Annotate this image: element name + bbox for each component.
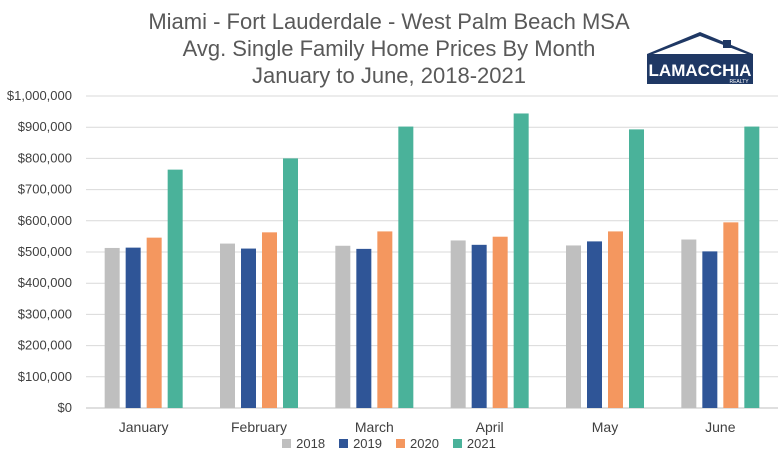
y-tick-label: $700,000 bbox=[18, 182, 72, 197]
bar-2018-march bbox=[335, 245, 351, 408]
bar-2018-april bbox=[450, 240, 466, 408]
legend-swatch bbox=[396, 439, 405, 448]
legend-label: 2019 bbox=[353, 436, 382, 451]
bar-2020-june bbox=[723, 222, 739, 408]
bar-2018-june bbox=[681, 239, 697, 408]
bar-2021-february bbox=[283, 158, 298, 408]
legend-swatch bbox=[452, 439, 462, 448]
bar-2020-april bbox=[492, 236, 508, 408]
bar-2020-march bbox=[377, 231, 393, 408]
bar-2020-january bbox=[146, 237, 162, 408]
y-tick-label: $400,000 bbox=[18, 275, 72, 290]
lamacchia-realty-logo: LAMACCHIA REALTY bbox=[647, 32, 753, 85]
x-tick-label: February bbox=[231, 419, 287, 435]
bar-2021-march bbox=[398, 126, 414, 409]
bar-2019-march bbox=[356, 248, 372, 408]
bar-2019-april bbox=[471, 244, 487, 408]
chart-title: Miami - Fort Lauderdale - West Palm Beac… bbox=[0, 8, 778, 89]
chart-title-line-1: Miami - Fort Lauderdale - West Palm Beac… bbox=[148, 9, 630, 34]
bar-2019-february bbox=[241, 248, 256, 408]
y-tick-label: $300,000 bbox=[18, 306, 72, 321]
bar-2019-june bbox=[702, 251, 718, 408]
bar-2018-february bbox=[220, 243, 235, 408]
bar-2021-may bbox=[629, 129, 644, 408]
y-tick-label: $0 bbox=[58, 400, 72, 415]
legend-label: 2018 bbox=[296, 436, 326, 451]
x-tick-label: April bbox=[476, 419, 504, 435]
logo-name: LAMACCHIA bbox=[649, 61, 752, 80]
bar-2019-january bbox=[125, 247, 141, 408]
chart-title-line-2: Avg. Single Family Home Prices By Month bbox=[182, 36, 596, 61]
x-tick-label: June bbox=[705, 419, 736, 435]
x-tick-label: March bbox=[355, 419, 394, 435]
x-tick-label: May bbox=[592, 419, 618, 435]
y-tick-label: $500,000 bbox=[18, 244, 72, 259]
bar-2021-june bbox=[744, 126, 760, 409]
y-tick-label: $600,000 bbox=[18, 213, 72, 228]
logo-sub: REALTY bbox=[729, 79, 749, 85]
legend-label: 2020 bbox=[410, 436, 439, 451]
legend-item-2021: 2021 bbox=[452, 436, 496, 451]
legend-swatch bbox=[282, 439, 292, 448]
legend-swatch bbox=[339, 439, 349, 448]
legend-item-2018: 2018 bbox=[282, 436, 325, 451]
bar-2020-may bbox=[608, 231, 623, 408]
legend-label: 2021 bbox=[466, 436, 496, 451]
bar-2020-february bbox=[262, 232, 277, 408]
chart-title-line-3: January to June, 2018-2021 bbox=[252, 63, 526, 88]
chart-legend: 2018 2019 2020 2021 bbox=[0, 436, 778, 451]
y-tick-label: $800,000 bbox=[18, 150, 72, 165]
legend-item-2020: 2020 bbox=[396, 436, 439, 451]
legend-item-2019: 2019 bbox=[339, 436, 382, 451]
bar-2019-may bbox=[587, 241, 602, 408]
bar-2018-may bbox=[566, 245, 581, 408]
y-tick-label: $200,000 bbox=[18, 338, 72, 353]
bar-2021-january bbox=[167, 169, 183, 408]
y-tick-label: $900,000 bbox=[18, 119, 72, 134]
x-tick-label: January bbox=[119, 419, 169, 435]
bar-2021-april bbox=[513, 113, 529, 409]
bar-2018-january bbox=[104, 247, 120, 408]
y-tick-label: $100,000 bbox=[18, 369, 72, 384]
y-tick-label: $1,000,000 bbox=[7, 88, 72, 103]
